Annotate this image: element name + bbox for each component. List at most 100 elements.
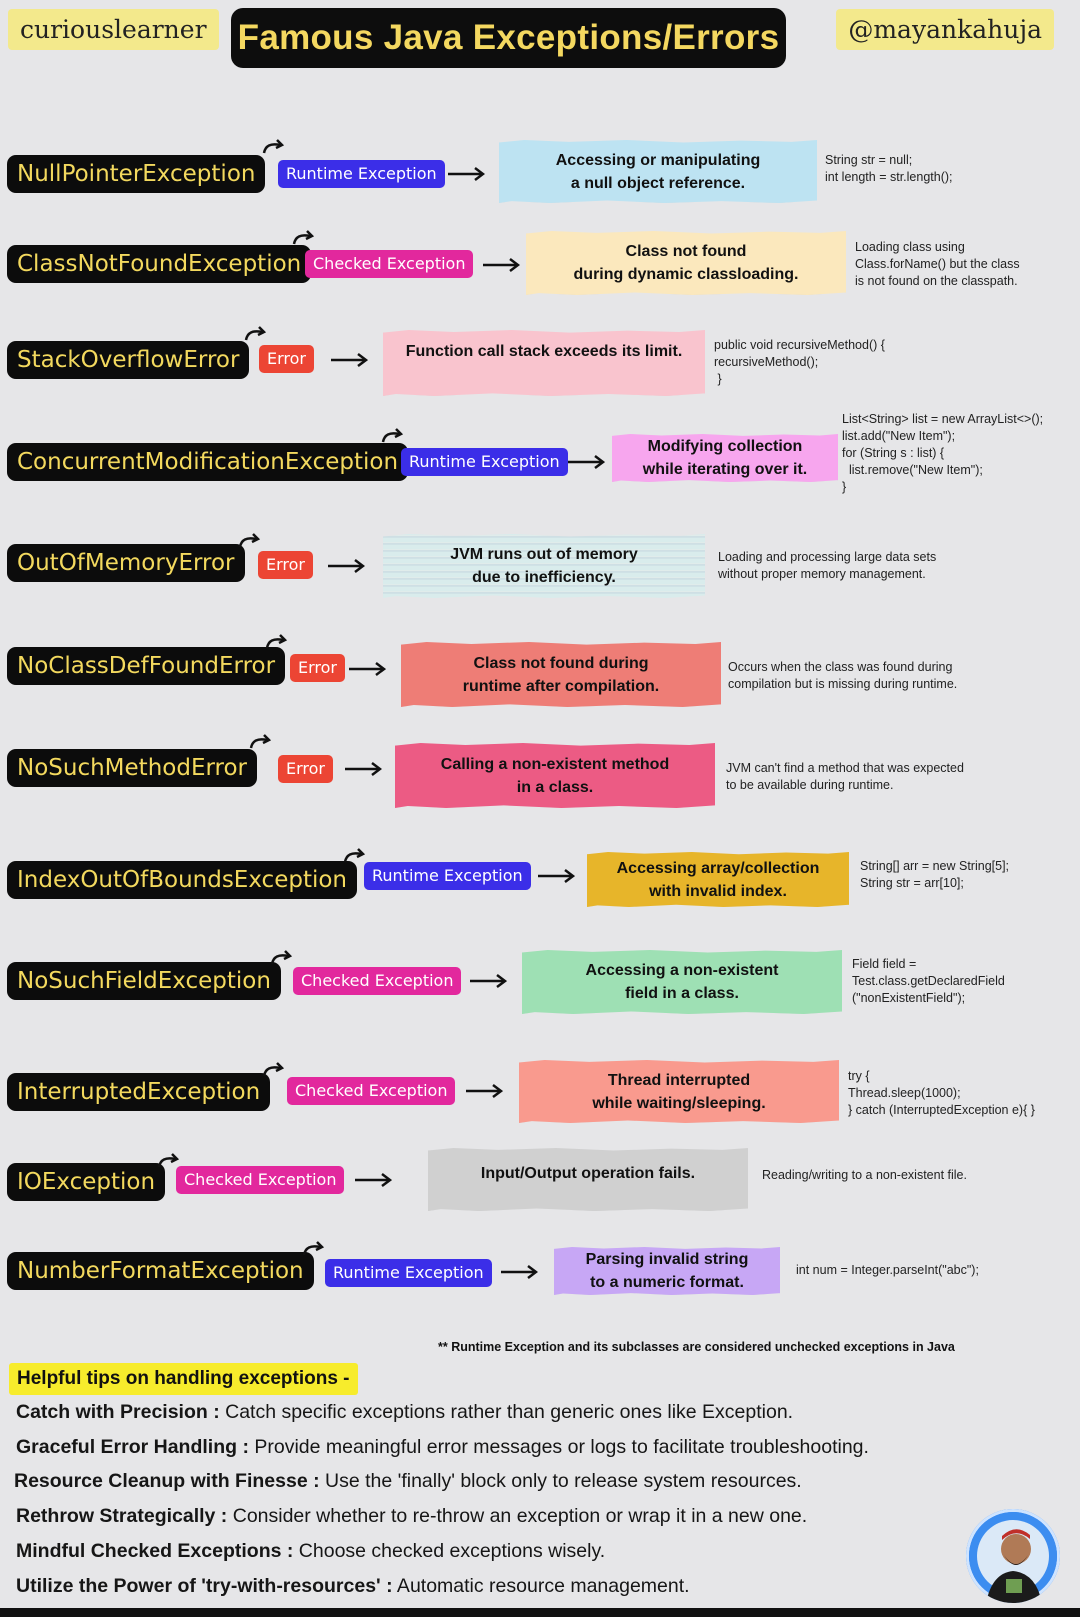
example-code: Loading class using Class.forName() but … — [855, 240, 1020, 288]
tip-text: Use the 'finally' block only to release … — [319, 1470, 802, 1492]
description-card: Thread interrupted while waiting/sleepin… — [519, 1060, 839, 1123]
description-card: JVM runs out of memory due to inefficien… — [383, 534, 705, 598]
tip-text: Automatic resource management. — [392, 1575, 690, 1597]
right-arrow-icon — [349, 662, 386, 676]
right-arrow-icon — [466, 1084, 503, 1098]
exception-type-badge: Runtime Exception — [364, 862, 531, 890]
tip-text: Consider whether to re-throw an exceptio… — [227, 1505, 808, 1527]
exception-type-badge: Error — [278, 755, 333, 783]
curved-arrow-icon — [302, 1241, 324, 1256]
right-arrow-icon — [568, 455, 605, 469]
right-arrow-icon — [501, 1265, 538, 1279]
exception-name: ConcurrentModificationException — [7, 443, 409, 481]
description-card: Parsing invalid string to a numeric form… — [554, 1247, 780, 1295]
curved-arrow-icon — [157, 1153, 179, 1168]
example-code: String str = null; int length = str.leng… — [825, 153, 953, 184]
exception-type-badge: Runtime Exception — [325, 1259, 492, 1287]
exception-name: NoClassDefFoundError — [7, 647, 286, 685]
tip-item: Mindful Checked Exceptions : Choose chec… — [16, 1540, 605, 1563]
right-arrow-icon — [470, 974, 507, 988]
description-text: Modifying collection while iterating ove… — [642, 438, 808, 478]
description-text: Accessing a non-existent field in a clas… — [585, 962, 779, 1002]
exception-name: InterruptedException — [7, 1073, 271, 1111]
exception-name: NoSuchFieldException — [7, 962, 281, 1000]
curved-arrow-icon — [238, 533, 260, 548]
description-text: Calling a non-existent method in a class… — [440, 755, 670, 796]
description-text: Thread interrupted while waiting/sleepin… — [592, 1071, 766, 1112]
curved-arrow-icon — [343, 848, 365, 863]
tip-item: Resource Cleanup with Finesse : Use the … — [14, 1470, 802, 1493]
right-arrow-icon — [345, 762, 382, 776]
tips-heading: Helpful tips on handling exceptions - — [9, 1363, 358, 1395]
page-title: Famous Java Exceptions/Errors — [231, 8, 786, 68]
tip-title: Utilize the Power of 'try-with-resources… — [16, 1575, 393, 1597]
example-code: JVM can't find a method that was expecte… — [726, 761, 964, 792]
exception-type-badge: Checked Exception — [176, 1166, 345, 1194]
description-text: Input/Output operation fails. — [480, 1165, 696, 1182]
curved-arrow-icon — [265, 634, 287, 649]
description-card: Calling a non-existent method in a class… — [395, 743, 715, 808]
exception-type-badge: Checked Exception — [287, 1077, 456, 1105]
right-arrow-icon — [331, 353, 368, 367]
tip-item: Utilize the Power of 'try-with-resources… — [16, 1575, 690, 1598]
description-card: Class not found during dynamic classload… — [526, 231, 846, 295]
exception-type-badge: Error — [290, 654, 345, 682]
exception-type-badge: Checked Exception — [293, 967, 462, 995]
description-card: Function call stack exceeds its limit. — [383, 330, 705, 396]
description-text: Parsing invalid string to a numeric form… — [585, 1251, 749, 1291]
exception-name: IOException — [7, 1163, 166, 1201]
example-code: Occurs when the class was found during c… — [728, 660, 958, 691]
curved-arrow-icon — [262, 1062, 284, 1077]
exception-name: NumberFormatException — [7, 1252, 314, 1290]
exception-type-badge: Error — [258, 551, 313, 579]
tip-text: Catch specific exceptions rather than ge… — [219, 1401, 794, 1423]
description-text: Accessing or manipulating a null object … — [555, 151, 761, 192]
tip-item: Graceful Error Handling : Provide meanin… — [16, 1436, 869, 1459]
description-text: Class not found during runtime after com… — [462, 654, 660, 695]
exception-name: OutOfMemoryError — [7, 544, 245, 582]
exception-name: NullPointerException — [7, 155, 266, 193]
tip-item: Rethrow Strategically : Consider whether… — [16, 1505, 807, 1528]
description-card: Modifying collection while iterating ove… — [612, 434, 838, 482]
exception-name: StackOverflowError — [7, 341, 250, 379]
description-card: Class not found during runtime after com… — [401, 642, 721, 707]
brand-right-handle: @mayankahuja — [836, 9, 1054, 50]
author-avatar — [966, 1509, 1060, 1603]
right-arrow-icon — [448, 167, 485, 181]
tip-title: Graceful Error Handling : — [16, 1436, 249, 1458]
brand-left-label: curiouslearner — [8, 9, 219, 50]
tip-title: Resource Cleanup with Finesse : — [14, 1470, 320, 1492]
footnote: ** Runtime Exception and its subclasses … — [438, 1340, 955, 1354]
exception-name: NoSuchMethodError — [7, 749, 257, 787]
exception-type-badge: Runtime Exception — [278, 160, 445, 188]
example-code: Field field = Test.class.getDeclaredFiel… — [852, 957, 1005, 1005]
right-arrow-icon — [538, 869, 575, 883]
description-card: Accessing a non-existent field in a clas… — [522, 950, 842, 1014]
example-code: Reading/writing to a non-existent file. — [762, 1168, 967, 1182]
example-code: Loading and processing large data sets w… — [718, 550, 937, 581]
tip-title: Mindful Checked Exceptions : — [16, 1540, 294, 1562]
curved-arrow-icon — [292, 230, 314, 245]
example-code: String[] arr = new String[5]; String str… — [860, 859, 1010, 890]
tip-title: Rethrow Strategically : — [16, 1505, 228, 1527]
description-card: Input/Output operation fails. — [428, 1148, 748, 1211]
exception-name: IndexOutOfBoundsException — [7, 861, 357, 899]
description-text: Class not found during dynamic classload… — [573, 243, 799, 283]
example-code: try { Thread.sleep(1000); } catch (Inter… — [848, 1069, 1035, 1117]
exception-type-badge: Runtime Exception — [401, 448, 568, 476]
tip-text: Provide meaningful error messages or log… — [248, 1436, 869, 1458]
person-icon — [969, 1512, 1057, 1603]
right-arrow-icon — [483, 258, 520, 272]
curved-arrow-icon — [270, 950, 292, 965]
example-code: List<String> list = new ArrayList<>(); l… — [842, 412, 1044, 494]
example-code: public void recursiveMethod() { recursiv… — [714, 338, 885, 386]
curved-arrow-icon — [249, 734, 271, 749]
description-card: Accessing array/collection with invalid … — [587, 852, 849, 907]
curved-arrow-icon — [262, 139, 284, 154]
exception-name: ClassNotFoundException — [7, 245, 312, 283]
bottom-border — [0, 1608, 1080, 1617]
example-code: int num = Integer.parseInt("abc"); — [796, 1263, 979, 1277]
description-text: Accessing array/collection with invalid … — [616, 859, 820, 900]
description-card: Accessing or manipulating a null object … — [499, 140, 817, 203]
curved-arrow-icon — [244, 326, 266, 341]
